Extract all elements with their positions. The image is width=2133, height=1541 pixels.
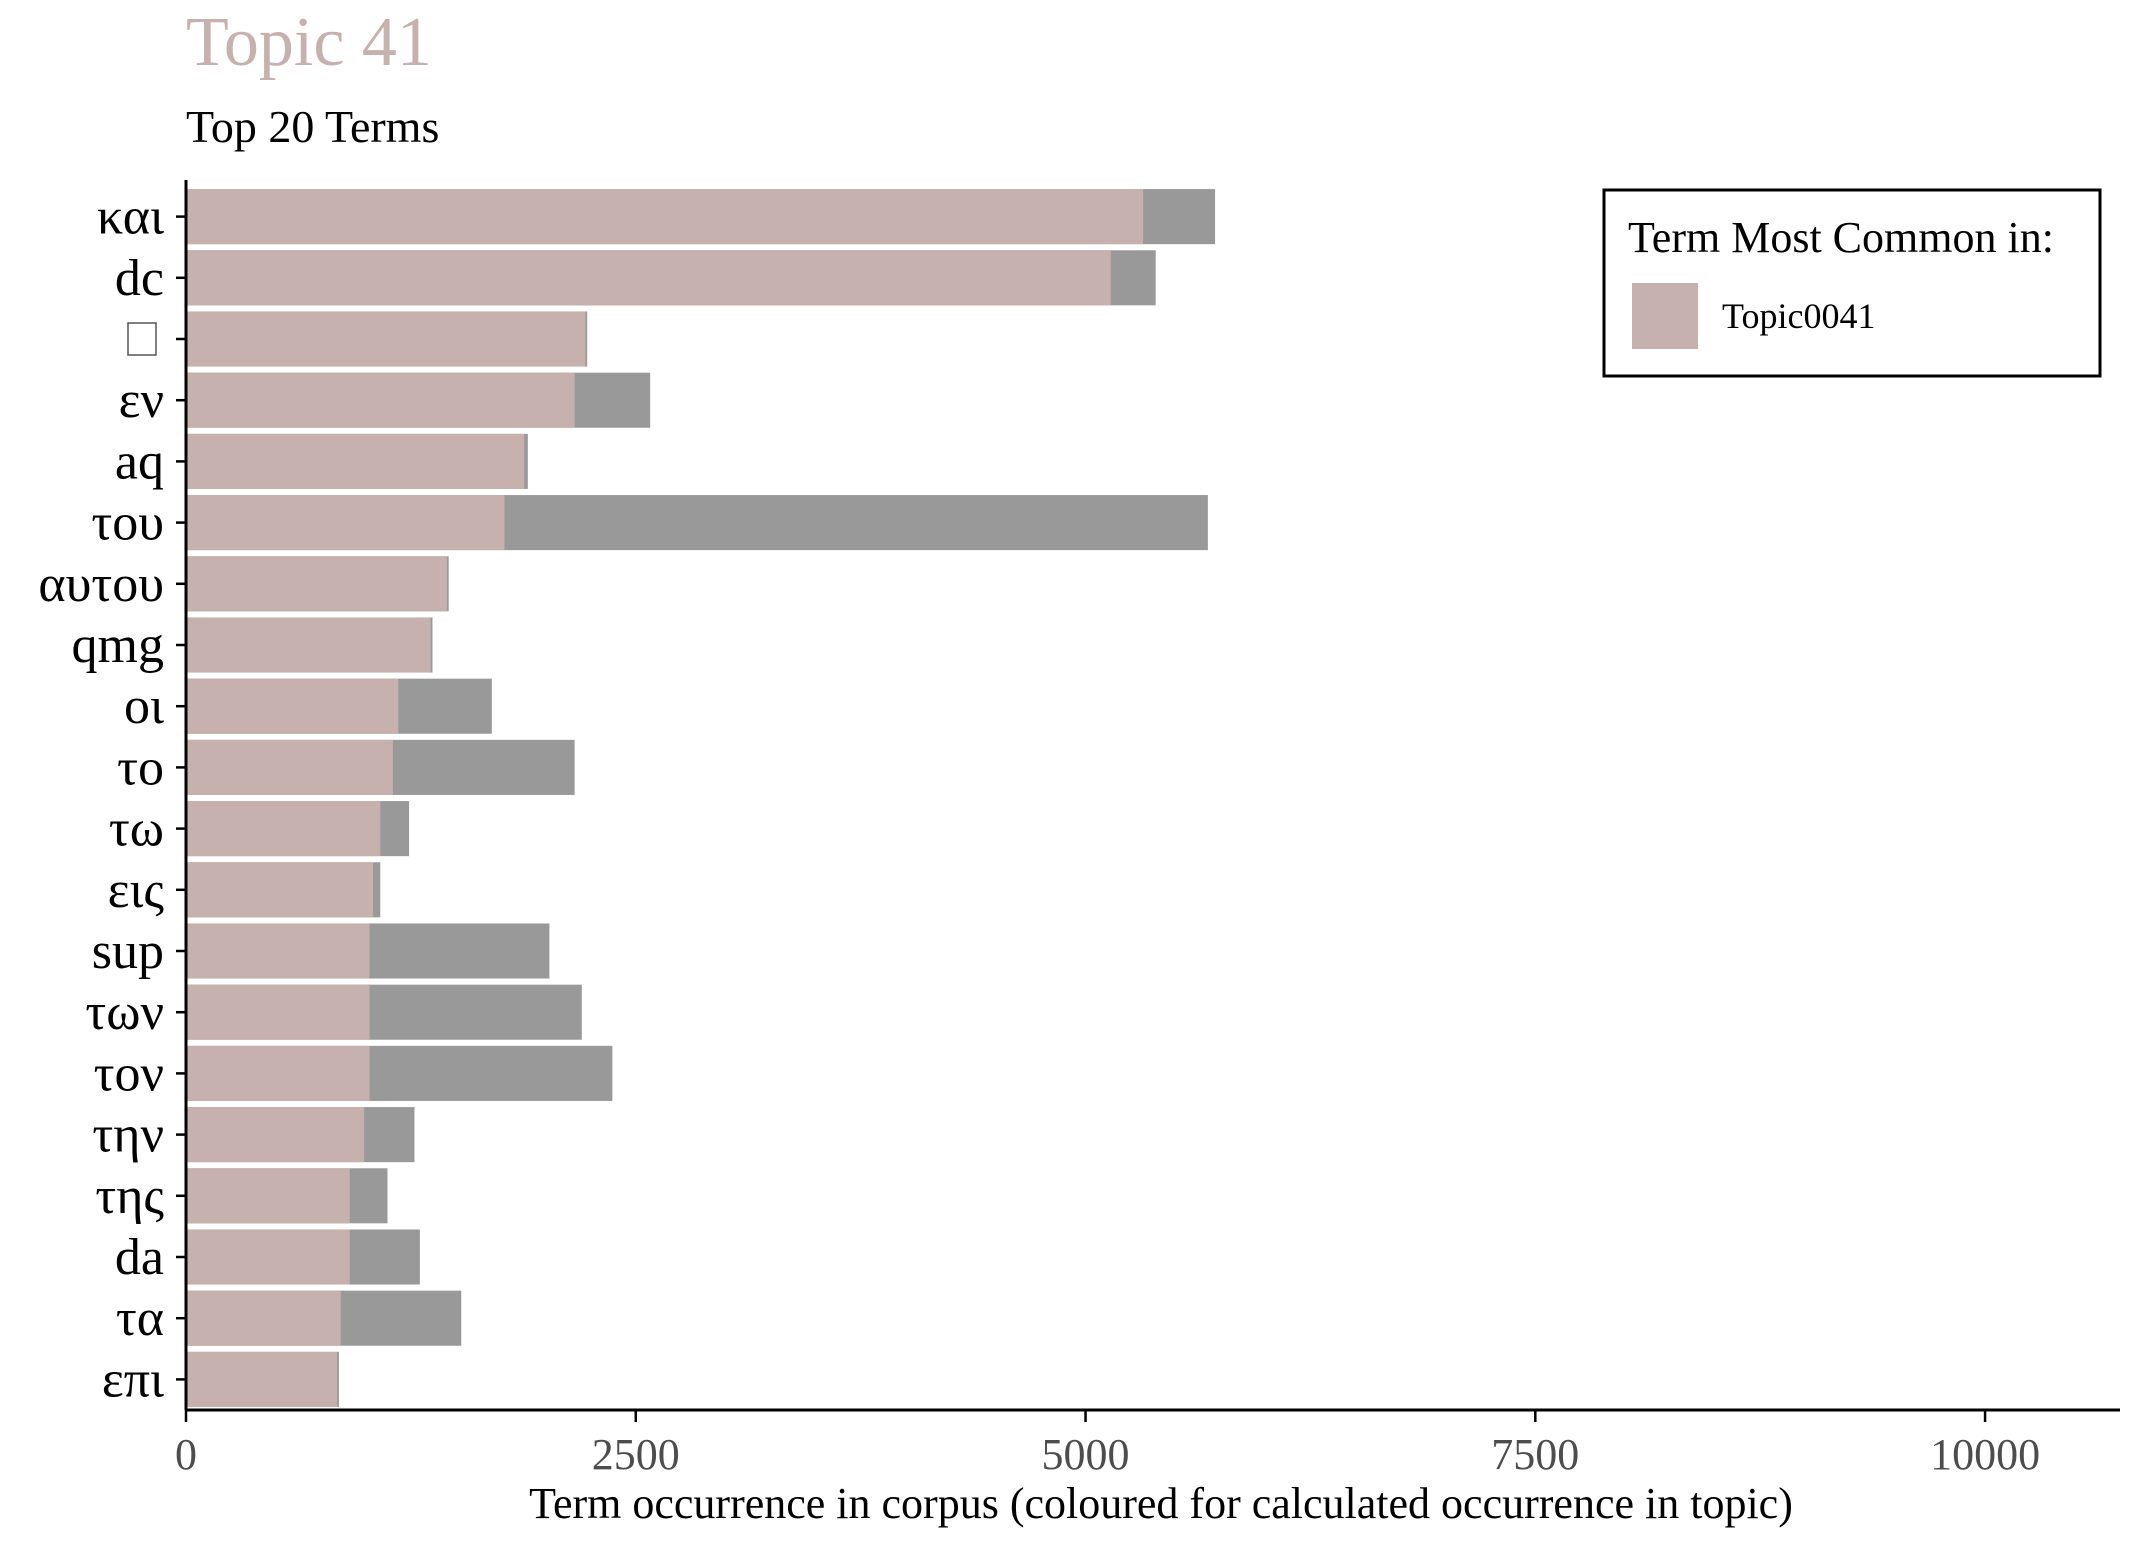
- bar-topic-7: [186, 617, 431, 673]
- y-tick-label-4: aq: [115, 433, 164, 490]
- bar-topic-9: [186, 739, 393, 795]
- x-tick-label-3: 7500: [1491, 1430, 1579, 1479]
- bar-topic-10: [186, 801, 381, 857]
- y-tick-label-7: qmg: [72, 617, 164, 674]
- y-tick-label-16: της: [95, 1168, 164, 1225]
- chart-title: Topic 41: [186, 4, 432, 81]
- legend-entry-label: Topic0041: [1722, 296, 1875, 336]
- x-tick-label-4: 10000: [1930, 1430, 2040, 1479]
- bar-topic-4: [186, 433, 525, 489]
- bar-topic-14: [186, 1045, 370, 1101]
- bar-topic-0: [186, 189, 1144, 245]
- bar-topic-2: [186, 311, 586, 367]
- y-tick-label-12: sup: [92, 923, 164, 980]
- bar-topic-18: [186, 1290, 341, 1346]
- x-tick-label-2: 5000: [1042, 1430, 1130, 1479]
- y-tick-label-1: dc: [115, 250, 164, 307]
- y-tick-label-2: [127, 322, 157, 356]
- bar-topic-17: [186, 1229, 350, 1285]
- y-tick-label-5: του: [91, 495, 164, 552]
- y-tick-label-8: οι: [124, 678, 164, 735]
- bar-topic-19: [186, 1351, 338, 1407]
- legend-swatch: [1632, 283, 1698, 349]
- bar-topic-12: [186, 923, 370, 979]
- y-tick-label-3: εν: [119, 372, 164, 429]
- y-tick-label-0: και: [97, 189, 164, 246]
- bar-topic-15: [186, 1107, 365, 1163]
- y-tick-label-17: da: [115, 1229, 164, 1286]
- legend-title: Term Most Common in:: [1628, 213, 2054, 262]
- y-tick-label-9: το: [117, 739, 164, 796]
- y-tick-label-13: των: [85, 984, 164, 1041]
- bar-topic-6: [186, 556, 447, 612]
- y-tick-label-10: τω: [109, 801, 164, 858]
- x-tick-label-1: 2500: [592, 1430, 680, 1479]
- y-tick-label-15: την: [92, 1107, 164, 1164]
- x-axis-label: Term occurrence in corpus (coloured for …: [529, 1479, 1793, 1528]
- y-tick-label-19: επι: [102, 1351, 164, 1408]
- y-tick-label-18: τα: [116, 1290, 164, 1347]
- bar-topic-11: [186, 862, 374, 918]
- bar-topic-1: [186, 250, 1111, 306]
- bar-topic-8: [186, 678, 399, 734]
- bar-topic-13: [186, 984, 370, 1040]
- y-tick-label-11: εις: [108, 862, 165, 919]
- y-tick-label-6: αυτου: [38, 556, 164, 613]
- bar-topic-5: [186, 495, 505, 551]
- bar-topic-16: [186, 1168, 350, 1224]
- bar-topic-3: [186, 372, 575, 428]
- chart-subtitle: Top 20 Terms: [186, 101, 440, 152]
- x-tick-label-0: 0: [175, 1430, 197, 1479]
- y-tick-label-14: τον: [94, 1045, 164, 1102]
